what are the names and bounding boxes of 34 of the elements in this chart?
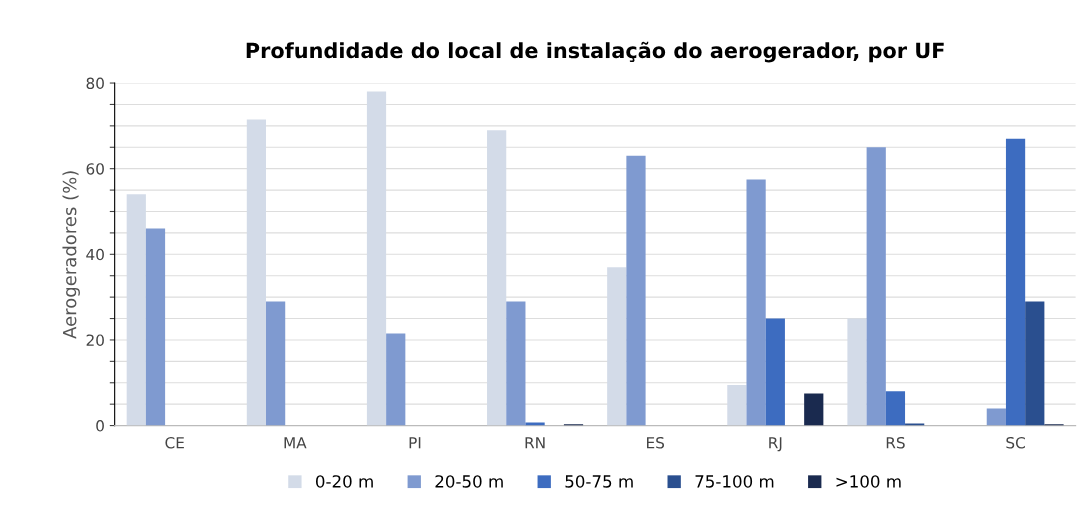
x-tick-label: RS [886,436,905,449]
x-tick-label: MA [284,437,307,449]
bar [145,228,166,426]
bar [804,393,824,426]
bar [1005,138,1026,426]
legend-label: 20-50 m [435,475,503,488]
legend-label: 0-20 m [316,475,373,488]
bar [266,301,286,426]
bar [866,147,886,426]
legend-label: >100 m [836,475,901,488]
bar [1025,301,1045,426]
y-axis-title: Aerogeradores (%) [62,171,80,339]
x-tick-label: PI [409,437,421,449]
x-tick-label: RJ [769,437,782,452]
bar [386,333,406,426]
bar [905,423,925,426]
x-tick-label: ES [647,436,665,449]
x-tick-label: CE [165,436,184,449]
y-tick-label: 80 [86,77,104,90]
y-tick-label: 20 [86,334,104,346]
bar [986,408,1006,426]
x-tick-label: SC [1006,436,1025,449]
x-tick-label: RN [525,437,545,449]
bar [506,301,526,426]
y-tick-label: 60 [86,163,104,175]
bar [626,155,646,426]
bar [765,318,785,426]
y-tick-label: 40 [86,248,104,261]
bar [885,391,906,426]
chart-title: Profundidade do local de instalação do aerogerador, por UF [246,41,944,63]
bar [746,179,766,426]
legend-label: 50-75 m [565,475,633,488]
legend-label: 75-100 m [695,475,774,488]
y-tick-label: 0 [96,420,104,432]
